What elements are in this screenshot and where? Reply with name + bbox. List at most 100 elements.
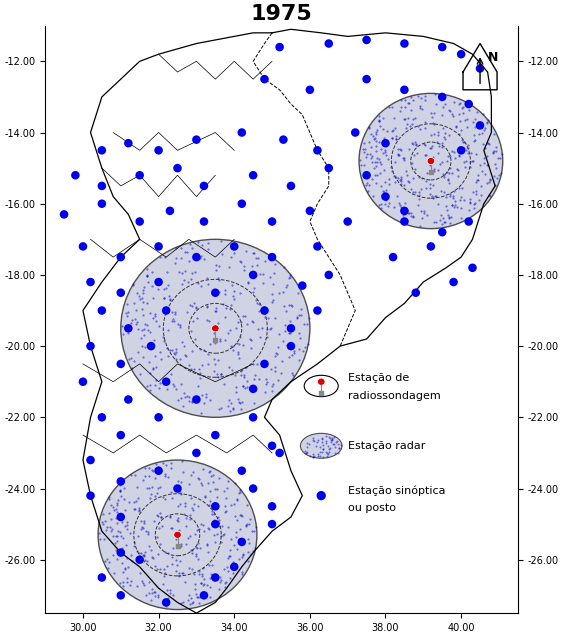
Point: [408, 139, 417, 149]
Point: [130, 313, 139, 324]
Point: [227, 252, 236, 262]
Point: [440, 169, 449, 180]
Point: [215, 583, 224, 594]
Point: [177, 253, 186, 263]
Point: [95, 528, 104, 538]
Point: [174, 513, 183, 523]
Point: [418, 103, 427, 113]
Point: [118, 581, 127, 591]
Point: [204, 315, 213, 326]
Point: [324, 441, 333, 451]
Point: [470, 198, 479, 208]
Point: [163, 383, 172, 394]
Point: [204, 359, 213, 369]
Point: [230, 241, 239, 252]
Point: [216, 576, 225, 587]
Point: [415, 220, 425, 231]
Point: [153, 549, 162, 559]
Point: [316, 442, 325, 452]
Point: [197, 569, 206, 579]
Point: [421, 150, 430, 160]
Text: Estação sinóptica: Estação sinóptica: [348, 485, 445, 496]
Point: [271, 259, 280, 269]
Point: [216, 334, 225, 344]
Point: [184, 590, 193, 600]
Point: [331, 437, 340, 447]
Point: [162, 305, 171, 315]
Point: [362, 170, 371, 180]
Point: [195, 368, 204, 378]
Point: [325, 447, 334, 457]
Point: [140, 471, 149, 481]
Point: [303, 339, 312, 349]
Point: [267, 217, 276, 227]
Circle shape: [318, 378, 325, 385]
Point: [115, 508, 124, 519]
Point: [381, 199, 390, 209]
Point: [180, 275, 189, 285]
Point: [202, 392, 211, 402]
Point: [267, 519, 276, 529]
Circle shape: [121, 240, 310, 417]
Point: [185, 396, 194, 406]
Point: [324, 38, 333, 48]
Point: [396, 202, 405, 212]
Point: [261, 387, 270, 397]
Point: [151, 459, 160, 469]
Point: [142, 526, 151, 536]
Point: [205, 466, 215, 476]
Point: [186, 326, 195, 336]
Point: [406, 208, 415, 218]
Point: [451, 122, 460, 132]
Point: [161, 469, 170, 479]
Point: [260, 359, 269, 369]
Point: [205, 592, 215, 603]
Point: [377, 159, 386, 169]
Point: [138, 288, 148, 298]
Point: [384, 175, 393, 185]
Point: [387, 132, 396, 143]
Point: [426, 168, 435, 178]
Point: [184, 256, 193, 266]
Point: [269, 268, 278, 278]
Point: [116, 486, 125, 496]
Point: [149, 293, 158, 303]
Point: [71, 170, 80, 180]
Point: [414, 187, 423, 197]
Point: [213, 372, 222, 382]
Circle shape: [174, 531, 181, 538]
Point: [146, 380, 155, 390]
Point: [464, 143, 473, 153]
Point: [330, 441, 339, 452]
Point: [231, 323, 240, 333]
Point: [232, 495, 241, 505]
Point: [363, 178, 372, 189]
Point: [172, 347, 181, 357]
Point: [310, 451, 319, 461]
Point: [237, 466, 246, 476]
Point: [408, 173, 417, 183]
Point: [157, 512, 166, 522]
Point: [400, 103, 409, 113]
Point: [370, 157, 379, 167]
Point: [191, 301, 200, 311]
Point: [118, 567, 127, 577]
Point: [399, 180, 408, 190]
Point: [372, 178, 381, 188]
Point: [230, 294, 239, 304]
Point: [323, 449, 332, 459]
Point: [254, 299, 263, 309]
Point: [235, 397, 244, 408]
Point: [230, 286, 239, 296]
Point: [133, 482, 142, 492]
Point: [171, 309, 180, 319]
Point: [186, 469, 195, 480]
Point: [460, 194, 469, 204]
Point: [224, 522, 233, 532]
Point: [474, 170, 483, 180]
Point: [466, 197, 475, 207]
Point: [194, 501, 203, 511]
Point: [112, 519, 121, 529]
Point: [445, 151, 454, 161]
Point: [385, 102, 394, 112]
